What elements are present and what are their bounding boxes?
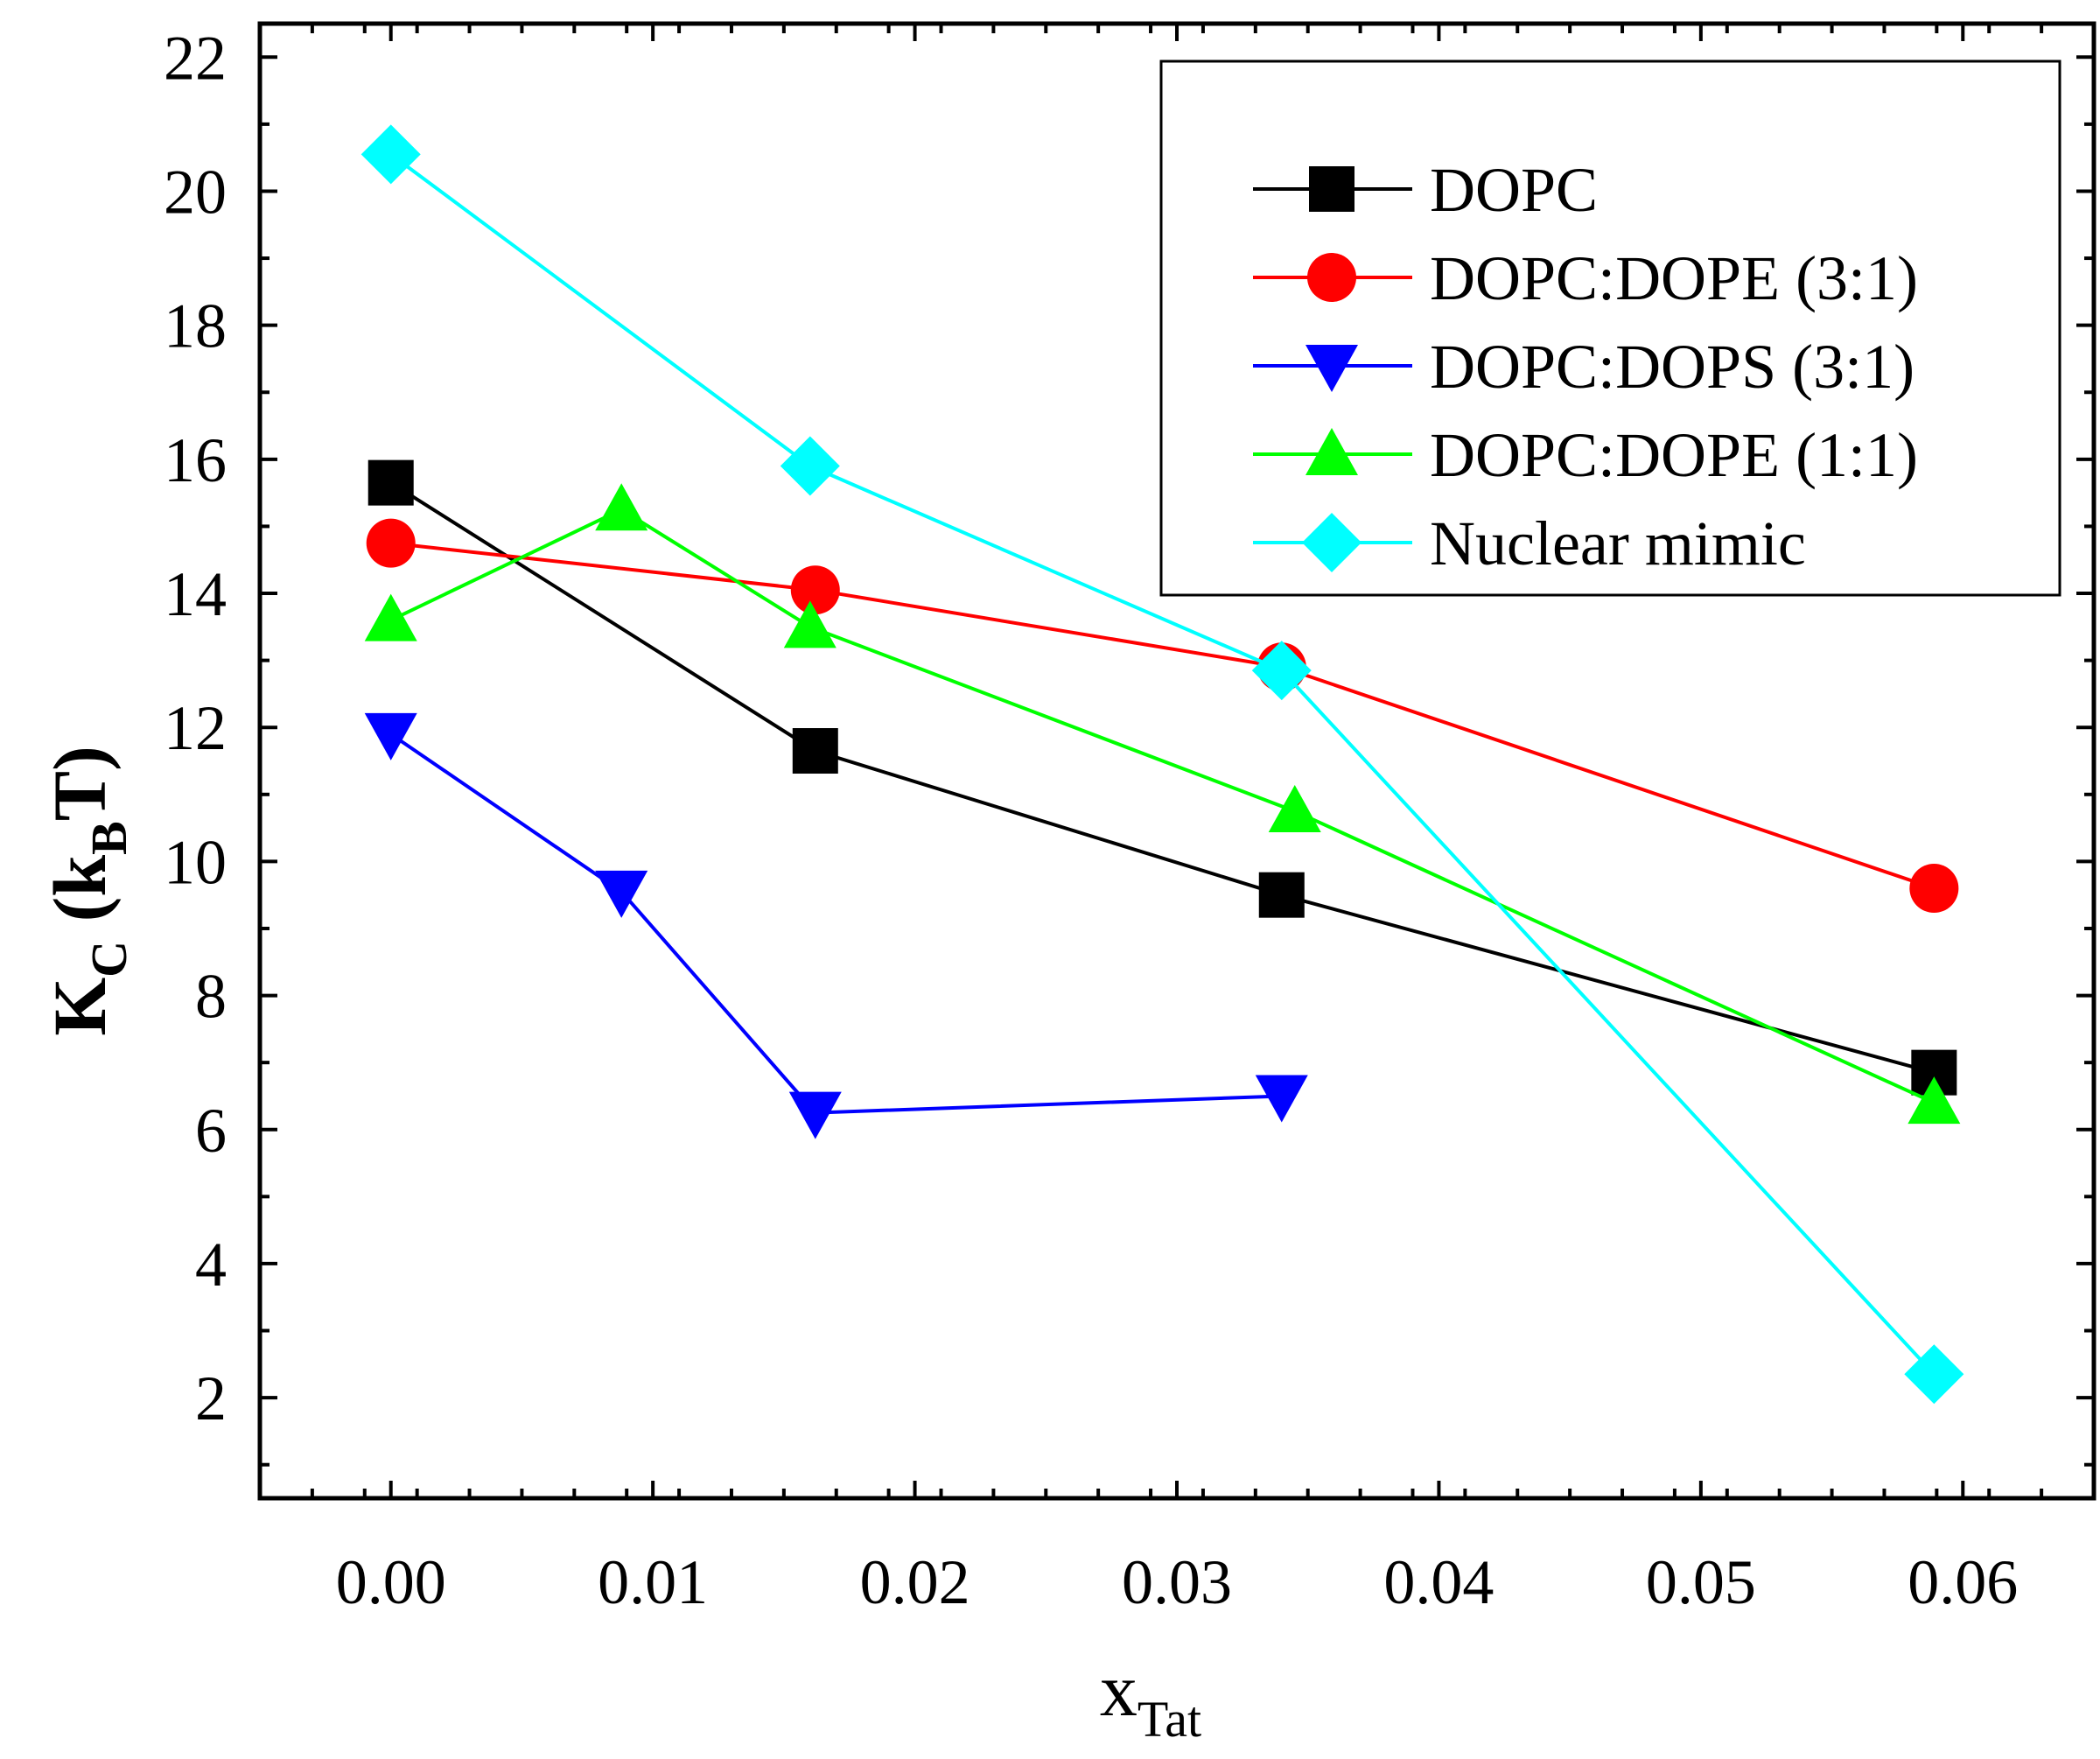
series-line	[389, 732, 1282, 1115]
y-tick-label: 18	[164, 291, 227, 361]
y-tick-label: 4	[195, 1230, 227, 1300]
data-point	[792, 728, 838, 774]
y-axis-title: KC (kBT)	[38, 746, 137, 1035]
legend-label: DOPC:DOPS (3:1)	[1430, 332, 1914, 402]
data-point	[1909, 864, 1959, 914]
plot-series	[360, 124, 1964, 1405]
series-line	[389, 480, 1935, 1075]
legend-label: DOPC:DOPE (3:1)	[1430, 243, 1918, 313]
y-tick-label: 22	[164, 23, 227, 93]
legend-box	[1159, 60, 2062, 597]
y-axis-title-sub: C	[80, 941, 137, 978]
y-tick-label: 6	[195, 1096, 227, 1166]
legend-label: Nuclear mimic	[1430, 508, 1806, 578]
data-point	[368, 459, 414, 506]
legend-entry: DOPC:DOPS (3:1)	[1253, 332, 1914, 402]
x-axis-title: xTat	[1100, 1648, 1201, 1748]
legend: DOPC DOPC:DOPE (3:1) DOPC:DOPS (3:1) DOPC:D…	[1159, 60, 2062, 597]
legend-label: DOPC:DOPE (1:1)	[1430, 420, 1918, 490]
x-tick-label: 0.05	[1646, 1547, 1756, 1617]
data-point	[788, 1091, 842, 1139]
legend-marker	[1307, 253, 1356, 302]
data-point	[360, 124, 421, 185]
data-point	[1255, 1075, 1308, 1123]
legend-entry: Nuclear mimic	[1253, 508, 1806, 578]
x-tick-label: 0.02	[860, 1547, 970, 1617]
data-point	[1908, 1076, 1961, 1125]
y-axis-title-unit-close: T)	[38, 746, 122, 821]
x-tick-label: 0.03	[1122, 1547, 1232, 1617]
axes: 0.00 0.01 0.02 0.03 0.04 0.05 0.06 2 4 6 8 10 12 14 16…	[164, 21, 2096, 1617]
data-point	[790, 565, 840, 615]
x-tick-label: 0.04	[1383, 1547, 1494, 1617]
y-tick-label: 8	[195, 962, 227, 1032]
legend-marker	[1309, 166, 1354, 212]
legend-entry: DOPC	[1253, 155, 1598, 225]
data-point	[595, 870, 648, 918]
legend-marker	[1302, 513, 1362, 572]
x-axis-title-sub: Tat	[1138, 1691, 1201, 1748]
y-tick-label: 16	[164, 425, 227, 495]
y-tick-label: 2	[195, 1363, 227, 1433]
x-tick-label: 0.00	[336, 1547, 446, 1617]
data-point	[1904, 1344, 1964, 1405]
x-tick-label: 0.01	[598, 1547, 708, 1617]
y-axis-title-unit-sub: B	[80, 821, 137, 855]
series-3	[364, 712, 1308, 1139]
data-point	[364, 593, 417, 641]
data-point	[366, 518, 416, 568]
series-4	[364, 483, 1961, 1125]
legend-label: DOPC	[1430, 155, 1598, 225]
y-axis-title-main: K	[38, 978, 122, 1036]
legend-marker	[1306, 428, 1358, 475]
series-5	[360, 124, 1964, 1405]
x-axis-title-main: x	[1100, 1648, 1138, 1732]
data-point	[595, 483, 648, 531]
y-axis-title-unit-open: (k	[38, 855, 122, 941]
data-point	[780, 436, 840, 496]
data-point	[1258, 872, 1305, 918]
legend-entry: DOPC:DOPE (1:1)	[1253, 420, 1918, 490]
y-tick-label: 10	[164, 827, 227, 897]
data-point	[1268, 784, 1321, 832]
legend-marker	[1306, 345, 1358, 392]
legend-entry: DOPC:DOPE (3:1)	[1253, 243, 1918, 313]
data-point	[783, 600, 836, 648]
x-tick-label: 0.06	[1908, 1547, 2018, 1617]
series-line	[389, 152, 1936, 1376]
series-1	[368, 459, 1957, 1096]
data-point	[1251, 641, 1312, 701]
series-line	[389, 508, 1936, 1104]
data-point	[364, 712, 417, 760]
y-tick-label: 12	[164, 693, 227, 763]
y-tick-label: 20	[164, 157, 227, 227]
y-tick-label: 14	[164, 559, 227, 629]
series-line	[390, 541, 1935, 890]
